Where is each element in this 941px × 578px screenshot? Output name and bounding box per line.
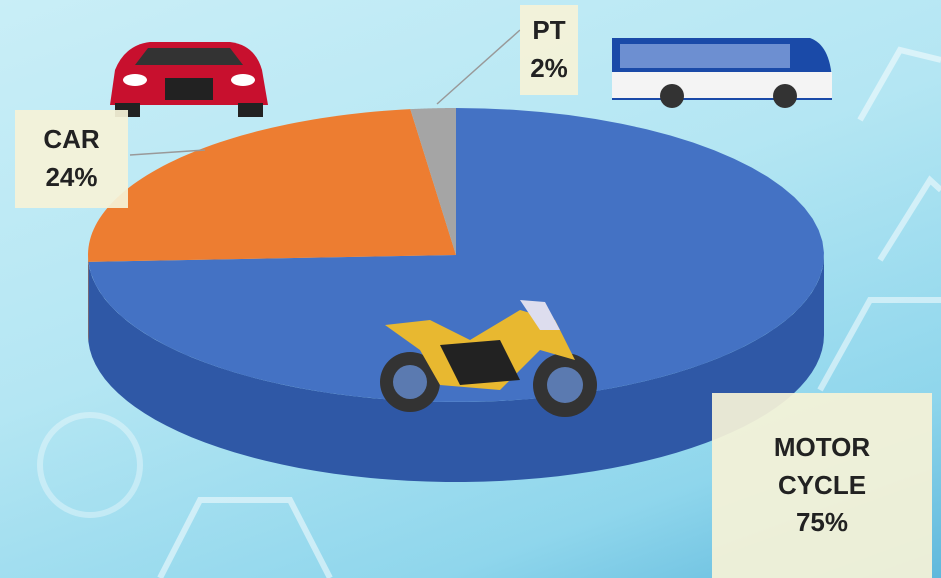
pie — [88, 108, 825, 482]
category-name: MOTOR CYCLE — [773, 431, 871, 500]
value-label: 2% — [530, 53, 568, 83]
hex-circle — [37, 412, 143, 518]
hex-line — [817, 46, 941, 392]
category-name: PT — [532, 15, 566, 46]
leader-line — [129, 149, 206, 156]
background-hexagons — [37, 46, 941, 578]
data-label: CAR 24% — [15, 110, 128, 208]
motorcycle-icon — [380, 300, 597, 417]
leader-line — [436, 29, 521, 105]
value-label: 24% — [45, 162, 98, 192]
slice — [88, 109, 457, 262]
slice — [410, 108, 456, 255]
hex-line — [157, 497, 333, 578]
bus-icon — [612, 38, 832, 108]
slice — [88, 108, 824, 402]
category-name: CAR — [43, 124, 100, 155]
car-icon — [110, 42, 268, 117]
slice-side — [88, 255, 825, 482]
data-label: PT 2% — [520, 5, 578, 95]
data-label: MOTOR CYCLE 75% — [712, 393, 932, 578]
value-label: 75% — [795, 507, 849, 538]
